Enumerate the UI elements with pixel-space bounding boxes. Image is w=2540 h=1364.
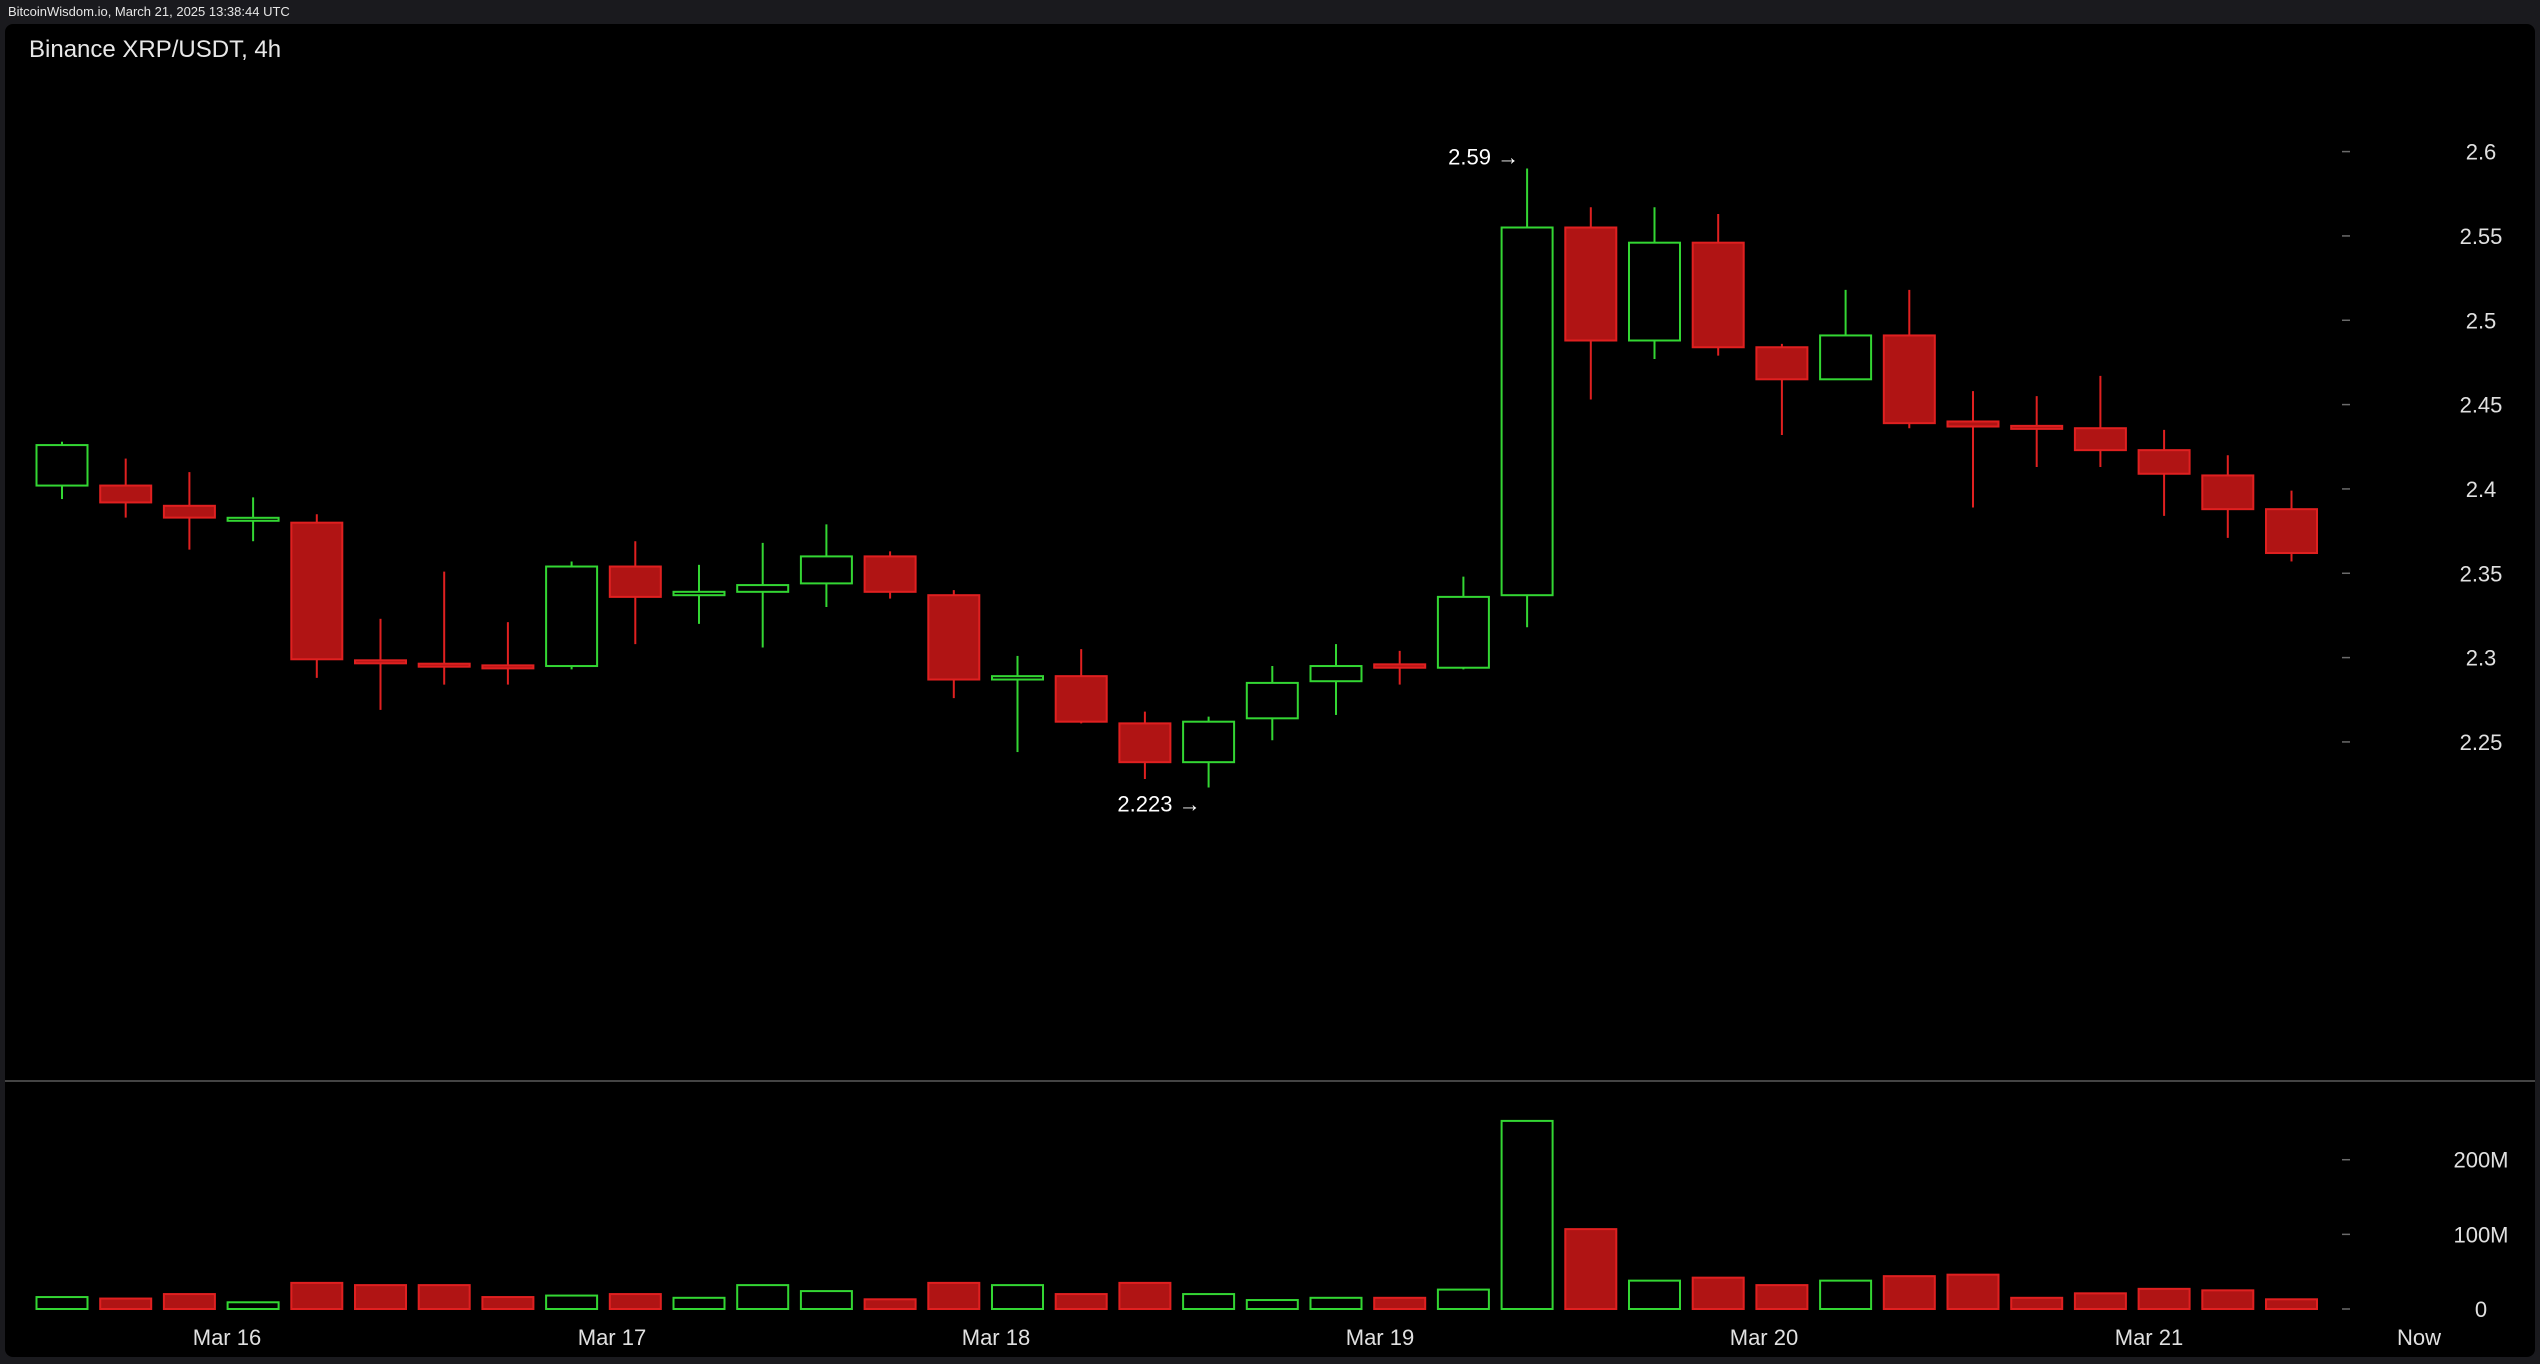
volume-bar-down bbox=[1564, 1228, 1618, 1311]
volume-bar-down bbox=[863, 1298, 917, 1310]
volume-bar-down bbox=[481, 1296, 535, 1310]
price-tick-label: 2.5 bbox=[2466, 308, 2497, 333]
volume-bar-up bbox=[1436, 1288, 1490, 1311]
candle-body-up bbox=[1309, 665, 1363, 683]
candle-body-down bbox=[1054, 675, 1108, 723]
volume-bar-down bbox=[927, 1281, 981, 1310]
volume-bar-down bbox=[1373, 1296, 1427, 1311]
x-axis-label: Now bbox=[2397, 1325, 2441, 1350]
x-axis-label: Mar 18 bbox=[962, 1325, 1030, 1350]
volume-bar-down bbox=[290, 1281, 344, 1310]
candle-body-down bbox=[1118, 722, 1172, 764]
chart-frame[interactable]: 2.25 2.3 2.35 2.4 2.45 2.5 2.55 2.6 0 100M 200M Mar… bbox=[5, 24, 2535, 1357]
volume-bar-down bbox=[1882, 1275, 1936, 1310]
candle-body-down bbox=[162, 504, 216, 519]
candle-body-up bbox=[1182, 720, 1236, 764]
candle-body-down bbox=[99, 484, 153, 504]
price-tick-label: 2.25 bbox=[2460, 730, 2503, 755]
volume-bar-down bbox=[1054, 1293, 1108, 1310]
price-tick-label: 2.45 bbox=[2460, 393, 2503, 418]
volume-bar-up bbox=[226, 1301, 280, 1310]
volume-bar-up bbox=[35, 1296, 89, 1310]
candle-body-up bbox=[799, 555, 853, 585]
price-tick-label: 2.6 bbox=[2466, 140, 2497, 165]
candle-body-down bbox=[417, 662, 471, 668]
volume-bar-up bbox=[1245, 1299, 1299, 1310]
volume-bar-up bbox=[1628, 1279, 1681, 1311]
price-annotation: 2.223 → bbox=[1117, 791, 1200, 816]
candle-body-down bbox=[1564, 226, 1618, 342]
volume-bar-down bbox=[608, 1293, 662, 1310]
candle-body-down bbox=[2201, 474, 2255, 511]
price-annotation: 2.59 → bbox=[1448, 144, 1519, 169]
volume-bar-down bbox=[1946, 1273, 2000, 1311]
candle-body-up bbox=[1500, 226, 1554, 597]
volume-bar-up bbox=[736, 1284, 790, 1310]
volume-bar-down bbox=[2265, 1298, 2318, 1310]
candle-body-up bbox=[226, 516, 280, 522]
volume-bar-down bbox=[354, 1284, 407, 1310]
candle-body-down bbox=[1755, 346, 1809, 381]
candle-body-down bbox=[290, 521, 344, 661]
volume-tick-label: 0 bbox=[2475, 1297, 2487, 1322]
volume-bar-down bbox=[99, 1297, 153, 1311]
candle-body-up bbox=[1245, 681, 1299, 720]
candle-body-up bbox=[545, 565, 599, 668]
volume-tick-label: 200M bbox=[2453, 1148, 2508, 1173]
candle-body-down bbox=[1373, 663, 1427, 669]
volume-bar-up bbox=[991, 1284, 1044, 1310]
price-tick-label: 2.55 bbox=[2460, 224, 2503, 249]
candle-body-up bbox=[35, 444, 89, 487]
watermark-text: BitcoinWisdom.io, March 21, 2025 13:38:4… bbox=[8, 4, 290, 19]
price-tick-label: 2.35 bbox=[2460, 561, 2503, 586]
x-axis-label: Mar 17 bbox=[578, 1325, 646, 1350]
volume-bar-down bbox=[2201, 1289, 2255, 1310]
candle-body-down bbox=[481, 664, 535, 670]
volume-bar-up bbox=[799, 1290, 853, 1310]
header-strip: BitcoinWisdom.io, March 21, 2025 13:38:4… bbox=[0, 0, 2540, 24]
volume-bar-down bbox=[1691, 1276, 1745, 1311]
volume-bar-down bbox=[162, 1293, 216, 1310]
volume-bar-up bbox=[1309, 1296, 1363, 1311]
volume-bar-up bbox=[545, 1294, 599, 1311]
candle-body-up bbox=[1819, 334, 1873, 381]
volume-bar-down bbox=[2010, 1296, 2064, 1311]
volume-bar-down bbox=[2137, 1287, 2191, 1311]
candle-body-up bbox=[1628, 241, 1681, 342]
candle-body-down bbox=[608, 565, 662, 598]
candle-body-up bbox=[672, 590, 726, 597]
price-tick-label: 2.4 bbox=[2466, 477, 2497, 502]
volume-tick-label: 100M bbox=[2453, 1222, 2508, 1247]
volume-bar-down bbox=[1755, 1284, 1809, 1310]
volume-bar-down bbox=[2073, 1292, 2127, 1310]
candle-body-up bbox=[1436, 595, 1490, 669]
price-tick-label: 2.3 bbox=[2466, 646, 2497, 671]
x-axis-label: Mar 20 bbox=[1730, 1325, 1798, 1350]
candle-body-down bbox=[1691, 241, 1745, 349]
candle-body-down bbox=[2073, 427, 2127, 452]
candle-body-down bbox=[2010, 424, 2064, 430]
candle-body-up bbox=[991, 675, 1044, 681]
volume-bar-down bbox=[417, 1284, 471, 1310]
candle-body-down bbox=[863, 555, 917, 593]
candle-body-down bbox=[1946, 420, 2000, 428]
candle-body-up bbox=[736, 584, 790, 593]
candlestick-chart[interactable]: 2.25 2.3 2.35 2.4 2.45 2.5 2.55 2.6 0 100M 200M Mar… bbox=[5, 24, 2535, 1357]
volume-bar-up bbox=[1500, 1119, 1554, 1311]
x-axis-label: Mar 19 bbox=[1346, 1325, 1414, 1350]
volume-bar-up bbox=[672, 1296, 726, 1311]
chart-title: Binance XRP/USDT, 4h bbox=[29, 36, 282, 63]
candle-body-down bbox=[2265, 508, 2318, 555]
x-axis-label: Mar 21 bbox=[2115, 1325, 2183, 1350]
volume-bar-down bbox=[1118, 1281, 1172, 1310]
volume-bar-up bbox=[1819, 1279, 1873, 1311]
candle-body-down bbox=[927, 594, 981, 681]
volume-bar-up bbox=[1182, 1293, 1236, 1310]
candle-body-down bbox=[2137, 449, 2191, 475]
candle-body-down bbox=[1882, 334, 1936, 425]
candle-body-down bbox=[354, 659, 407, 665]
x-axis-label: Mar 16 bbox=[193, 1325, 261, 1350]
